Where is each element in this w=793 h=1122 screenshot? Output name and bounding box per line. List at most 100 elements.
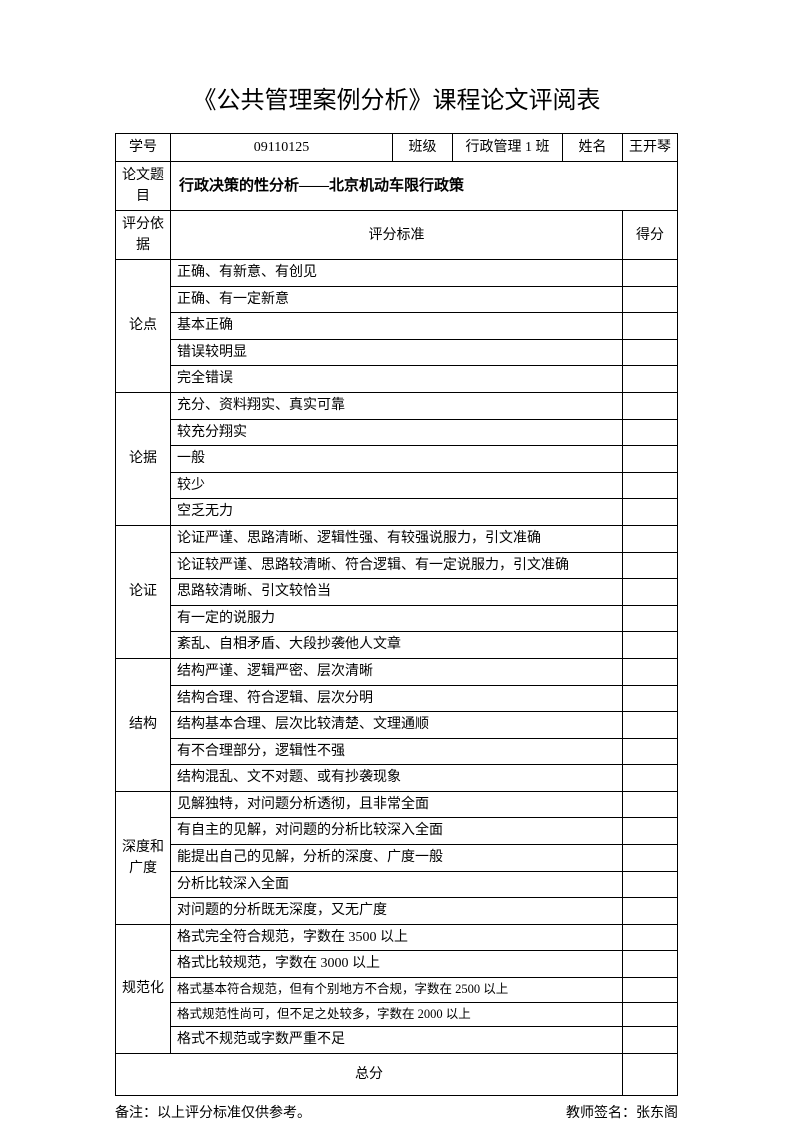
criteria-row: 一般 <box>116 446 678 473</box>
score-cell <box>623 978 678 1003</box>
criteria-text: 分析比较深入全面 <box>171 871 623 898</box>
class-value: 行政管理 1 班 <box>453 134 563 162</box>
criteria-row: 较少 <box>116 472 678 499</box>
criteria-text: 紊乱、自相矛盾、大段抄袭他人文章 <box>171 632 623 659</box>
student-info-row: 学号 09110125 班级 行政管理 1 班 姓名 王开琴 <box>116 134 678 162</box>
criteria-text: 较充分翔实 <box>171 419 623 446</box>
footer-note: 备注：以上评分标准仅供参考。 <box>115 1102 311 1122</box>
criteria-row: 能提出自己的见解，分析的深度、广度一般 <box>116 845 678 872</box>
student-id-value: 09110125 <box>171 134 393 162</box>
criteria-text: 有一定的说服力 <box>171 605 623 632</box>
score-cell <box>623 1002 678 1027</box>
criteria-header-row: 评分依据 评分标准 得分 <box>116 211 678 260</box>
thesis-title: 行政决策的性分析——北京机动车限行政策 <box>171 162 678 211</box>
evaluation-table: 学号 09110125 班级 行政管理 1 班 姓名 王开琴 论文题目 行政决策… <box>115 133 678 1096</box>
criteria-text: 较少 <box>171 472 623 499</box>
footer-signature: 教师签名：张东阁 <box>566 1102 678 1122</box>
criteria-text: 论证严谨、思路清晰、逻辑性强、有较强说服力，引文准确 <box>171 525 623 552</box>
score-cell <box>623 313 678 340</box>
score-cell <box>623 738 678 765</box>
score-cell <box>623 951 678 978</box>
criteria-text: 格式不规范或字数严重不足 <box>171 1027 623 1054</box>
criteria-row: 有不合理部分，逻辑性不强 <box>116 738 678 765</box>
criteria-row: 论证论证严谨、思路清晰、逻辑性强、有较强说服力，引文准确 <box>116 525 678 552</box>
criteria-row: 紊乱、自相矛盾、大段抄袭他人文章 <box>116 632 678 659</box>
criteria-row: 对问题的分析既无深度，又无广度 <box>116 898 678 925</box>
score-cell <box>623 765 678 792</box>
score-cell <box>623 392 678 419</box>
thesis-label: 论文题目 <box>116 162 171 211</box>
criteria-row: 分析比较深入全面 <box>116 871 678 898</box>
criteria-row: 错误较明显 <box>116 339 678 366</box>
footer: 备注：以上评分标准仅供参考。 教师签名：张东阁 <box>115 1102 678 1122</box>
score-cell <box>623 658 678 685</box>
criteria-text: 能提出自己的见解，分析的深度、广度一般 <box>171 845 623 872</box>
criteria-row: 完全错误 <box>116 366 678 393</box>
criteria-row: 格式规范性尚可，但不足之处较多，字数在 2000 以上 <box>116 1002 678 1027</box>
name-value: 王开琴 <box>623 134 678 162</box>
criteria-text: 对问题的分析既无深度，又无广度 <box>171 898 623 925</box>
criteria-row: 较充分翔实 <box>116 419 678 446</box>
criteria-row: 格式不规范或字数严重不足 <box>116 1027 678 1054</box>
score-cell <box>623 791 678 818</box>
criteria-text: 见解独特，对问题分析透彻，且非常全面 <box>171 791 623 818</box>
criteria-text: 结构合理、符合逻辑、层次分明 <box>171 685 623 712</box>
criteria-row: 论据充分、资料翔实、真实可靠 <box>116 392 678 419</box>
score-cell <box>623 499 678 526</box>
criteria-text: 论证较严谨、思路较清晰、符合逻辑、有一定说服力，引文准确 <box>171 552 623 579</box>
student-id-label: 学号 <box>116 134 171 162</box>
criteria-row: 格式比较规范，字数在 3000 以上 <box>116 951 678 978</box>
criteria-text: 正确、有新意、有创见 <box>171 260 623 287</box>
name-label: 姓名 <box>563 134 623 162</box>
criteria-row: 论证较严谨、思路较清晰、符合逻辑、有一定说服力，引文准确 <box>116 552 678 579</box>
score-cell <box>623 818 678 845</box>
criteria-row: 结构结构严谨、逻辑严密、层次清晰 <box>116 658 678 685</box>
score-cell <box>623 632 678 659</box>
criteria-text: 有自主的见解，对问题的分析比较深入全面 <box>171 818 623 845</box>
section-label: 深度和广度 <box>116 791 171 924</box>
score-cell <box>623 419 678 446</box>
criteria-text: 一般 <box>171 446 623 473</box>
score-cell <box>623 871 678 898</box>
score-cell <box>623 260 678 287</box>
criteria-text: 基本正确 <box>171 313 623 340</box>
criteria-text: 结构基本合理、层次比较清楚、文理通顺 <box>171 712 623 739</box>
thesis-row: 论文题目 行政决策的性分析——北京机动车限行政策 <box>116 162 678 211</box>
criteria-text: 有不合理部分，逻辑性不强 <box>171 738 623 765</box>
criteria-row: 格式基本符合规范，但有个别地方不合规，字数在 2500 以上 <box>116 978 678 1003</box>
criteria-text: 结构严谨、逻辑严密、层次清晰 <box>171 658 623 685</box>
criteria-row: 有自主的见解，对问题的分析比较深入全面 <box>116 818 678 845</box>
score-cell <box>623 898 678 925</box>
score-cell <box>623 1027 678 1054</box>
score-cell <box>623 446 678 473</box>
criteria-row: 结构合理、符合逻辑、层次分明 <box>116 685 678 712</box>
score-cell <box>623 286 678 313</box>
criteria-text: 完全错误 <box>171 366 623 393</box>
section-label: 论据 <box>116 392 171 525</box>
score-cell <box>623 712 678 739</box>
criteria-text: 思路较清晰、引文较恰当 <box>171 579 623 606</box>
score-label: 得分 <box>623 211 678 260</box>
criteria-row: 规范化格式完全符合规范，字数在 3500 以上 <box>116 924 678 951</box>
section-label: 论点 <box>116 260 171 393</box>
criteria-row: 结构基本合理、层次比较清楚、文理通顺 <box>116 712 678 739</box>
class-label: 班级 <box>393 134 453 162</box>
criteria-text: 空乏无力 <box>171 499 623 526</box>
criteria-row: 深度和广度见解独特，对问题分析透彻，且非常全面 <box>116 791 678 818</box>
score-cell <box>623 579 678 606</box>
criteria-text: 格式比较规范，字数在 3000 以上 <box>171 951 623 978</box>
score-cell <box>623 552 678 579</box>
criteria-text: 正确、有一定新意 <box>171 286 623 313</box>
criteria-row: 有一定的说服力 <box>116 605 678 632</box>
criteria-row: 空乏无力 <box>116 499 678 526</box>
score-cell <box>623 924 678 951</box>
score-cell <box>623 845 678 872</box>
total-row: 总分 <box>116 1053 678 1095</box>
total-label: 总分 <box>116 1053 623 1095</box>
section-label: 规范化 <box>116 924 171 1053</box>
criteria-text: 充分、资料翔实、真实可靠 <box>171 392 623 419</box>
standard-label: 评分标准 <box>171 211 623 260</box>
score-cell <box>623 472 678 499</box>
score-cell <box>623 339 678 366</box>
basis-label: 评分依据 <box>116 211 171 260</box>
